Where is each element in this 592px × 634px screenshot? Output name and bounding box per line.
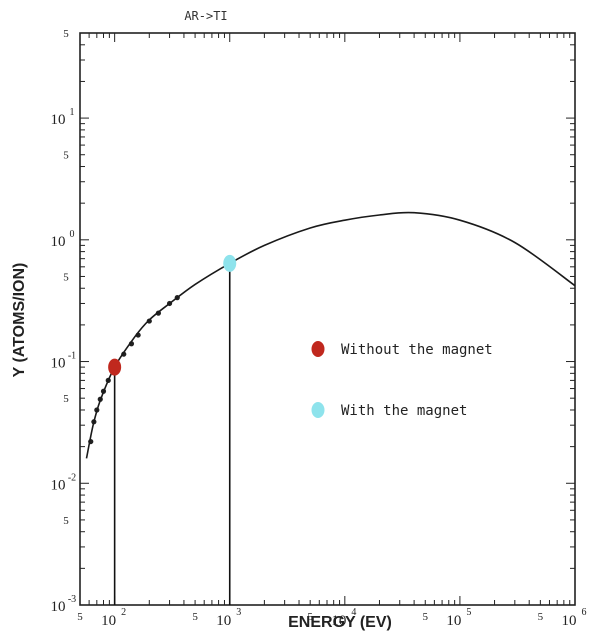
- y-tick-exponent: -1: [68, 351, 76, 362]
- x-tick-exponent: 4: [351, 607, 356, 618]
- yield-curve: [85, 211, 576, 459]
- x-tick-label: 10: [216, 613, 231, 629]
- y-tick-five: 5: [63, 28, 69, 40]
- y-tick-five: 5: [63, 150, 69, 162]
- axis-ticks: [79, 32, 575, 606]
- legend: Without the magnet With the magnet: [311, 341, 493, 419]
- x-tick-five: 5: [77, 611, 83, 623]
- x-tick-label: 10: [331, 613, 346, 629]
- without-magnet-marker: [108, 358, 122, 376]
- x-tick-label: 10: [101, 613, 116, 629]
- x-axis-title: ENERGY (EV): [288, 614, 392, 631]
- legend-label: With the magnet: [341, 403, 467, 419]
- y-tick-exponent: 0: [70, 229, 75, 240]
- x-tick-exponent: 6: [582, 607, 587, 618]
- y-tick-exponent: 1: [70, 107, 75, 118]
- y-tick-label: 10: [51, 477, 66, 493]
- with-magnet-marker: [223, 254, 237, 272]
- x-tick-label: 10: [562, 613, 577, 629]
- y-tick-label: 10: [51, 356, 66, 372]
- y-tick-label: 10: [51, 112, 66, 128]
- y-tick-five: 5: [63, 393, 69, 405]
- legend-label: Without the magnet: [341, 342, 493, 358]
- x-tick-five: 5: [307, 611, 313, 623]
- x-tick-exponent: 2: [121, 607, 126, 618]
- x-tick-label: 10: [446, 613, 461, 629]
- x-tick-exponent: 3: [236, 607, 241, 618]
- x-tick-five: 5: [192, 611, 198, 623]
- y-tick-label: 10: [51, 234, 66, 250]
- y-tick-five: 5: [63, 515, 69, 527]
- measured-points: [88, 295, 180, 445]
- chart-title: AR->TI: [184, 9, 227, 23]
- y-axis-title: Y (ATOMS/ION): [11, 263, 28, 378]
- x-tick-five: 5: [423, 611, 429, 623]
- y-tick-label: 10: [51, 599, 66, 615]
- legend-swatch: [311, 402, 325, 418]
- x-tick-five: 5: [538, 611, 544, 623]
- drop-lines: [113, 263, 231, 605]
- highlight-markers: [108, 254, 237, 376]
- y-tick-exponent: -3: [68, 594, 76, 605]
- legend-swatch: [311, 341, 325, 357]
- x-tick-exponent: 5: [466, 607, 471, 618]
- plot-frame: [79, 32, 576, 606]
- y-tick-five: 5: [63, 271, 69, 283]
- y-tick-exponent: -2: [68, 472, 76, 483]
